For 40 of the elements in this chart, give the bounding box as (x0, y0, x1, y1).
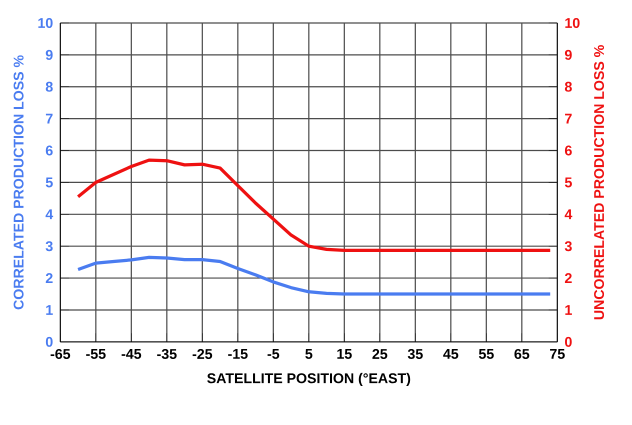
x-tick-label: -55 (86, 348, 106, 359)
x-tick-label: 55 (478, 348, 494, 359)
x-tick-label: -25 (192, 348, 212, 359)
x-tick-label: 35 (408, 348, 423, 359)
x-tick-label: 15 (337, 348, 352, 359)
y-tick-label: 2 (46, 273, 53, 283)
y2-tick-label: 0 (565, 336, 572, 347)
y-tick-label: 7 (46, 114, 53, 124)
x-tick-label: -45 (122, 348, 142, 359)
y2-tick-label: 2 (564, 273, 572, 283)
x-tick-label: 25 (372, 348, 388, 359)
x-tick-label: 45 (443, 348, 458, 359)
y2-tick-label: 10 (565, 18, 580, 28)
y-tick-label: 10 (38, 18, 53, 28)
x-tick-label: 75 (550, 348, 565, 359)
x-tick-label: -35 (157, 348, 177, 359)
y-tick-label: 8 (46, 82, 53, 92)
y2-tick-label: 4 (564, 209, 572, 220)
y-tick-label: 0 (46, 336, 53, 347)
y2-tick-label: 9 (564, 50, 572, 60)
y-tick-label: 3 (46, 241, 53, 252)
y2-axis-title: UNCORRELATED PRODUCTION LOSS % (594, 45, 604, 320)
x-tick-label: -15 (228, 348, 248, 359)
y-axis-title: CORRELATED PRODUCTION LOSS % (14, 55, 24, 310)
y2-tick-label: 7 (565, 114, 572, 124)
x-tick-label: 65 (514, 348, 530, 359)
y-tick-label: 4 (46, 209, 54, 220)
y2-tick-label: 3 (564, 241, 572, 252)
y2-tick-label: 6 (564, 145, 572, 156)
x-tick-label: 5 (305, 348, 312, 359)
y-tick-label: 9 (46, 50, 53, 60)
y2-tick-label: 5 (564, 177, 572, 188)
y-tick-label: 6 (46, 145, 53, 156)
x-axis-title: SATELLITE POSITION (°EAST) (207, 372, 410, 386)
y-tick-label: 1 (46, 305, 53, 315)
y2-tick-label: 1 (565, 305, 572, 315)
y2-tick-label: 8 (564, 82, 572, 92)
y-tick-label: 5 (46, 177, 53, 188)
x-tick-label: -65 (50, 348, 70, 359)
x-tick-label: -5 (268, 348, 280, 359)
